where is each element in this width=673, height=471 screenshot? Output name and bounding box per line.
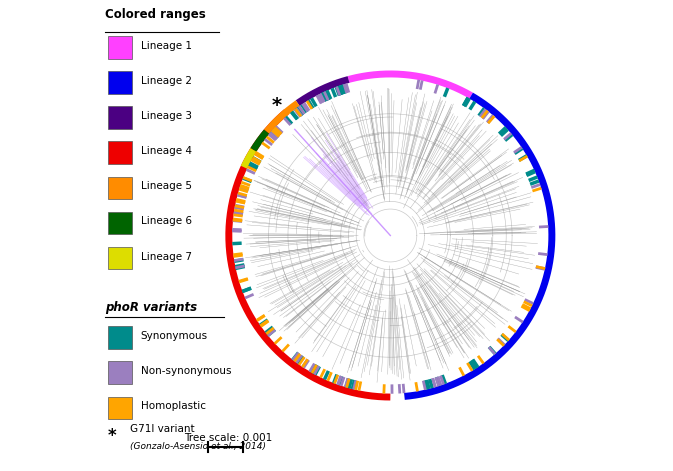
Text: Lineage 2: Lineage 2 [141,76,192,86]
FancyBboxPatch shape [108,326,133,349]
Text: Synonymous: Synonymous [141,331,208,341]
Text: Tree scale: 0.001: Tree scale: 0.001 [184,433,273,443]
Text: (Gonzalo-Asensio et al., 2014): (Gonzalo-Asensio et al., 2014) [129,442,266,451]
FancyBboxPatch shape [108,361,133,384]
Text: G71I variant: G71I variant [129,424,194,434]
FancyBboxPatch shape [108,36,133,58]
Text: Lineage 1: Lineage 1 [141,41,192,51]
Text: Lineage 3: Lineage 3 [141,111,192,121]
Text: Lineage 7: Lineage 7 [141,252,192,261]
Text: *: * [108,427,116,445]
Text: phoR variants: phoR variants [105,301,197,314]
Text: Homoplastic: Homoplastic [141,401,206,411]
FancyBboxPatch shape [108,71,133,94]
FancyBboxPatch shape [108,106,133,129]
Text: Lineage 6: Lineage 6 [141,217,192,227]
Text: Colored ranges: Colored ranges [105,8,205,21]
Text: Non-synonymous: Non-synonymous [141,366,232,376]
Text: *: * [272,96,282,114]
FancyBboxPatch shape [108,211,133,234]
FancyBboxPatch shape [108,141,133,164]
FancyBboxPatch shape [108,177,133,199]
Text: Lineage 5: Lineage 5 [141,181,192,191]
FancyBboxPatch shape [108,397,133,419]
FancyBboxPatch shape [108,247,133,269]
Text: Lineage 4: Lineage 4 [141,146,192,156]
